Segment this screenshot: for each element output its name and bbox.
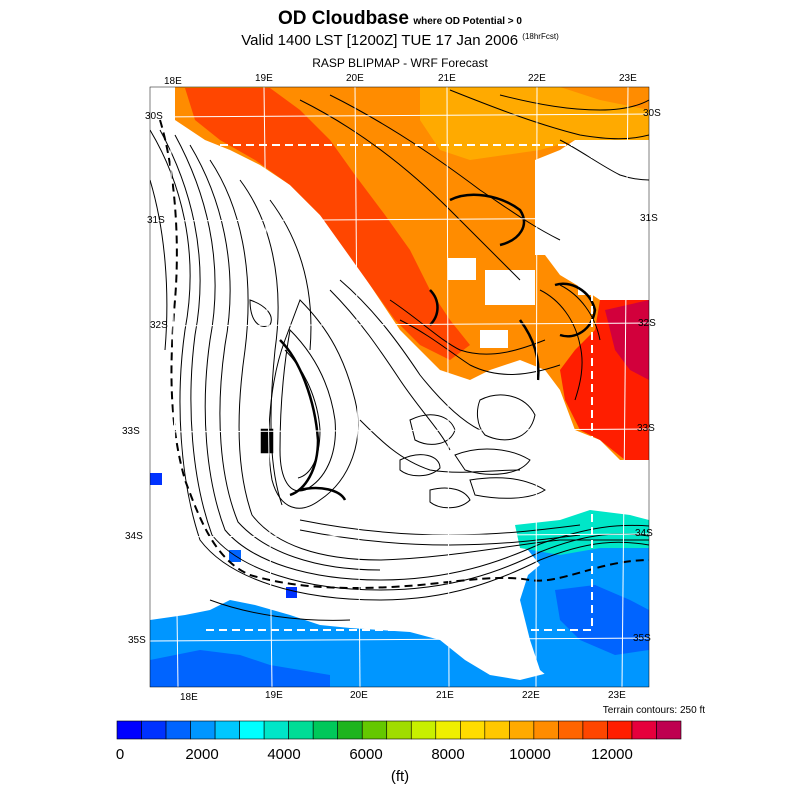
right-lat-label: 34S [635, 528, 653, 539]
colorbar-tick-label: 4000 [267, 746, 301, 763]
cloudbase-peak [605, 300, 649, 380]
colorbar-tick-label: 12000 [591, 746, 633, 763]
colorbar-tick-label: 8000 [431, 746, 465, 763]
colorbar-swatch [263, 720, 289, 740]
left-lat-label: 30S [145, 111, 163, 122]
domain-boundary [205, 144, 593, 631]
colorbar-swatch [214, 720, 240, 740]
colorbar-swatch [312, 720, 338, 740]
colorbar-swatch [361, 720, 388, 740]
left-lat-label: 32S [150, 320, 168, 331]
colorbar-swatch [484, 720, 510, 740]
cloudbase-low-patches [150, 650, 330, 687]
top-lon-label: 21E [438, 73, 456, 84]
bottom-lon-label: 18E [180, 692, 198, 703]
bottom-lon-label: 23E [608, 690, 626, 701]
chart-title: OD Cloudbase where OD Potential > 0 [0, 8, 800, 30]
colorbar-swatch [533, 720, 559, 740]
colorbar [116, 720, 682, 740]
right-lat-label: 35S [633, 633, 651, 644]
colorbar-tick-label: 6000 [349, 746, 383, 763]
colorbar-swatch [435, 720, 461, 740]
valid-time-line: Valid 1400 LST [1200Z] TUE 17 Jan 2006 (… [0, 32, 800, 49]
colorbar-tick-label: 10000 [509, 746, 551, 763]
title-main: OD Cloudbase [277, 8, 409, 29]
colorbar-swatch [460, 720, 486, 740]
top-lon-label: 19E [255, 73, 273, 84]
colorbar-swatch [509, 720, 535, 740]
cloudbase-mid-band [420, 87, 649, 160]
colorbar-swatch [656, 720, 682, 740]
colorbar-swatch [141, 720, 167, 740]
left-lat-label: 35S [128, 635, 146, 646]
colorbar-swatch [116, 720, 142, 740]
bottom-lon-label: 21E [436, 690, 454, 701]
colorbar-swatch [607, 720, 633, 740]
cloudbase-high-core [185, 88, 470, 360]
right-lat-label: 33S [637, 423, 655, 434]
left-lat-label: 34S [125, 531, 143, 542]
left-lat-label: 31S [147, 215, 165, 226]
top-lon-label: 23E [619, 73, 637, 84]
colorbar-swatch [239, 720, 265, 740]
colorbar-swatch [337, 720, 363, 740]
right-lat-label: 30S [643, 108, 661, 119]
colorbar-swatch [410, 720, 437, 740]
terrain-contours-major [260, 193, 597, 501]
colorbar-units: (ft) [390, 768, 410, 785]
map-area [150, 87, 649, 687]
colorbar-tick-label: 2000 [185, 746, 219, 763]
right-lat-label: 31S [640, 213, 658, 224]
top-lon-label: 22E [528, 73, 546, 84]
graticule [150, 87, 649, 687]
colorbar-swatch [386, 720, 412, 740]
left-lat-label: 33S [122, 426, 140, 437]
terrain-note: Terrain contours: 250 ft [602, 705, 705, 716]
cloudbase-cyan-east [515, 510, 649, 555]
colorbar-swatch [582, 720, 608, 740]
colorbar-tick-label: 0 [115, 746, 125, 763]
colorbar-swatch [631, 720, 657, 740]
forecast-subtitle: RASP BLIPMAP - WRF Forecast [312, 56, 488, 70]
right-lat-label: 32S [638, 318, 656, 329]
title-condition: where OD Potential > 0 [413, 16, 522, 27]
top-lon-label: 18E [164, 76, 182, 87]
valid-time: Valid 1400 LST [1200Z] TUE 17 Jan 2006 [241, 32, 519, 49]
colorbar-swatch [190, 720, 216, 740]
cloudbase-lower-east [555, 585, 649, 655]
bottom-lon-label: 19E [265, 690, 283, 701]
top-lon-label: 20E [346, 73, 364, 84]
colorbar-swatch [288, 720, 314, 740]
colorbar-swatch [558, 720, 584, 740]
forecast-hours: (18hrFcst) [522, 32, 559, 41]
bottom-lon-label: 20E [350, 690, 368, 701]
bottom-lon-label: 22E [522, 690, 540, 701]
colorbar-swatch [165, 720, 191, 740]
cloudbase-low-region [150, 600, 649, 687]
